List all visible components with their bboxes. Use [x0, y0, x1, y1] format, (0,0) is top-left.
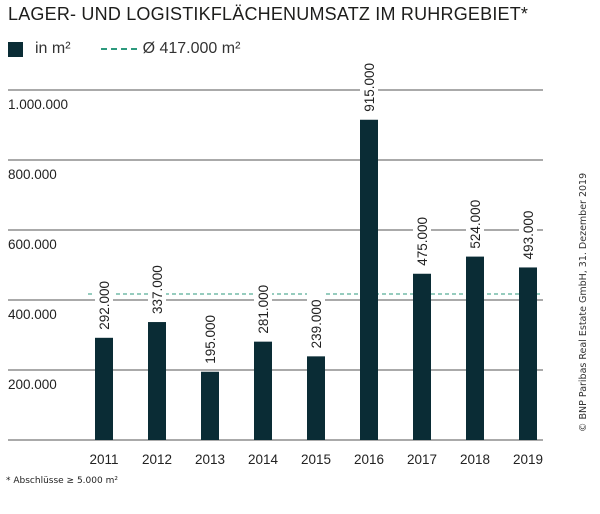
bar [519, 267, 537, 440]
x-tick-label: 2018 [460, 452, 490, 467]
x-tick-label: 2015 [301, 452, 331, 467]
x-tick-label: 2016 [354, 452, 384, 467]
data-label: 292.000 [97, 281, 112, 330]
legend-average-line [100, 48, 137, 50]
y-tick-label: 400.000 [8, 307, 57, 322]
x-tick-label: 2014 [248, 452, 279, 467]
y-tick-label: 200.000 [8, 377, 57, 392]
footnote: * Abschlüsse ≥ 5.000 m² [6, 476, 118, 486]
data-label: 195.000 [203, 315, 218, 364]
label-backing [413, 208, 431, 270]
y-tick-label: 600.000 [8, 237, 57, 252]
label-backing [95, 272, 113, 334]
label-backing [148, 256, 166, 319]
label-backing [360, 54, 378, 116]
label-backing [466, 191, 484, 253]
legend-bar-label: in m² [35, 40, 71, 57]
y-tick-label: 1.000.000 [8, 97, 68, 112]
label-backing [201, 306, 219, 368]
data-label: 337.000 [150, 265, 165, 314]
data-label: 281.000 [256, 285, 271, 334]
bar [360, 119, 378, 440]
bar [413, 273, 431, 440]
x-tick-label: 2012 [142, 452, 172, 467]
bar [307, 356, 325, 440]
bar [254, 341, 272, 440]
data-label: 475.000 [415, 217, 430, 266]
bar [466, 256, 484, 440]
legend-average-label: Ø 417.000 m² [142, 40, 241, 57]
label-backing [307, 290, 325, 353]
x-tick-label: 2011 [89, 452, 118, 467]
legend-bar-swatch [8, 41, 23, 57]
data-label: 915.000 [362, 63, 377, 112]
legend: in m² Ø 417.000 m² [8, 40, 240, 58]
bar [148, 322, 166, 440]
x-tick-label: 2013 [195, 452, 225, 467]
x-tick-label: 2017 [407, 452, 437, 467]
bar [201, 371, 219, 440]
label-backing [519, 202, 537, 264]
data-label: 493.000 [521, 211, 536, 260]
bar [95, 337, 113, 440]
chart-title: LAGER- UND LOGISTIKFLÄCHENUMSATZ IM RUHR… [8, 4, 529, 24]
y-tick-label: 800.000 [8, 167, 57, 182]
label-backing [254, 276, 272, 338]
x-tick-label: 2019 [513, 452, 543, 467]
source-note: © BNP Paribas Real Estate GmbH, 31. Deze… [578, 172, 589, 432]
data-label: 524.000 [468, 200, 483, 249]
data-label: 239.000 [309, 300, 324, 349]
